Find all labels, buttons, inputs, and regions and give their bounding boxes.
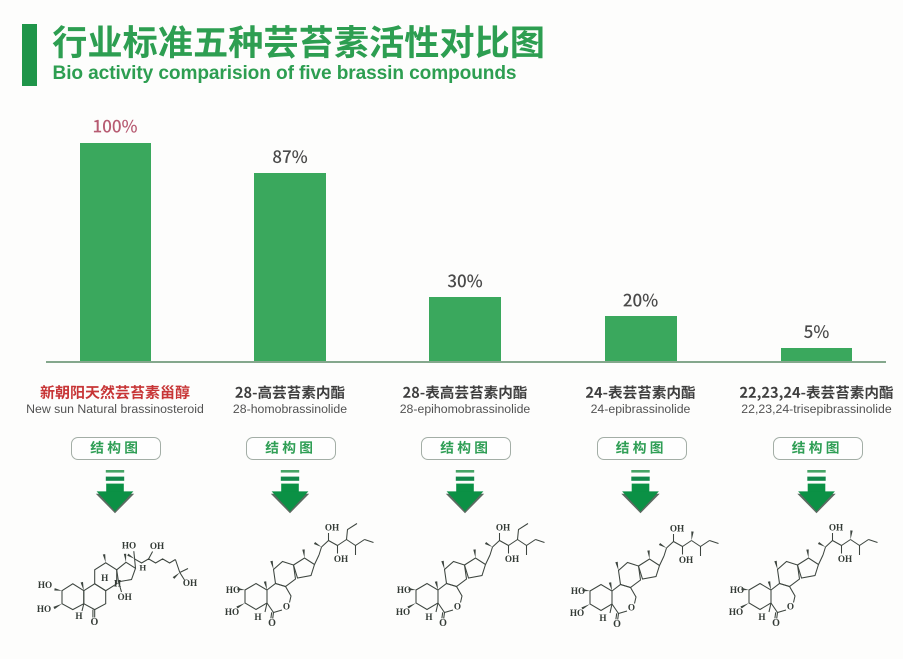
svg-text:HO: HO [397,585,411,595]
svg-text:O: O [268,618,276,629]
svg-text:O: O [439,618,447,629]
svg-text:HO: HO [729,607,743,617]
svg-text:OH: OH [325,523,339,533]
svg-text:H: H [254,612,261,622]
svg-text:OH: OH [183,578,197,588]
svg-text:O: O [454,602,461,612]
svg-text:OH: OH [838,554,852,564]
svg-text:O: O [91,617,99,628]
svg-text:OH: OH [670,524,684,534]
svg-text:OH: OH [117,592,131,602]
svg-text:O: O [772,618,780,629]
svg-text:OH: OH [679,555,693,565]
svg-text:HO: HO [396,607,410,617]
svg-text:H: H [758,612,765,622]
svg-text:OH: OH [150,541,164,551]
svg-text:HO: HO [38,580,52,590]
svg-text:H: H [75,611,82,621]
svg-text:HO: HO [571,586,585,596]
svg-text:H: H [101,573,108,583]
svg-text:O: O [628,603,635,613]
svg-text:H: H [599,613,606,623]
svg-text:HO: HO [37,604,51,614]
svg-text:HO: HO [730,585,744,595]
svg-text:H: H [425,612,432,622]
svg-text:O: O [283,602,290,612]
svg-text:HO: HO [570,608,584,618]
svg-text:HO: HO [225,607,239,617]
svg-text:H: H [114,579,121,589]
svg-text:O: O [613,619,621,630]
svg-text:OH: OH [334,554,348,564]
svg-text:OH: OH [505,554,519,564]
svg-text:HO: HO [122,541,136,551]
svg-text:HO: HO [226,585,240,595]
svg-text:H: H [139,563,146,573]
svg-text:O: O [787,602,794,612]
svg-text:OH: OH [829,523,843,533]
svg-text:OH: OH [496,523,510,533]
